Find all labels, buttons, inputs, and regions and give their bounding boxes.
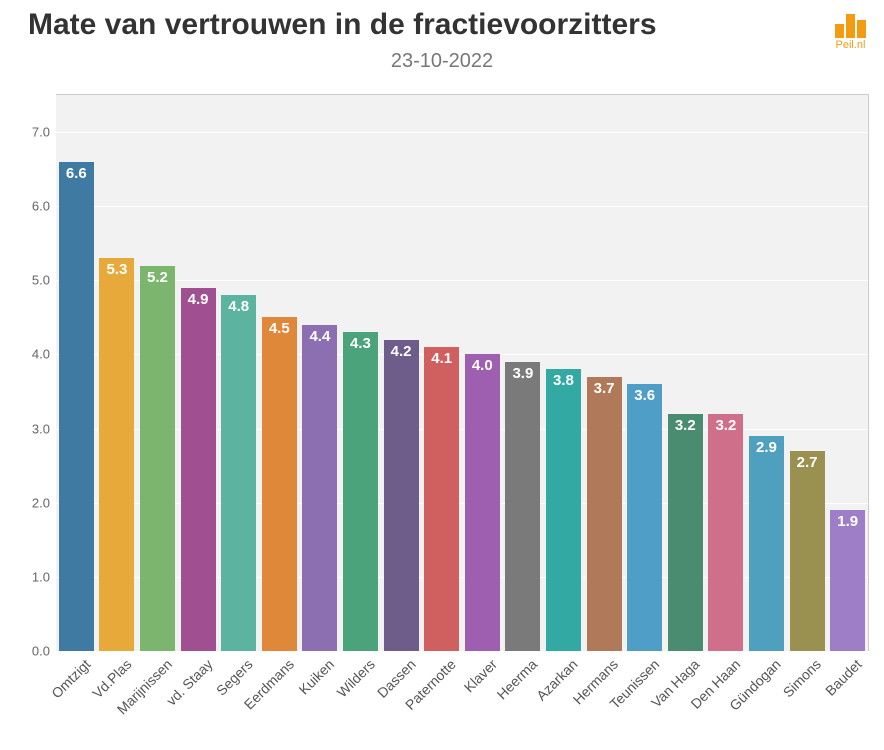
logo-text: Peil.nl <box>835 39 866 51</box>
logo: Peil.nl <box>835 10 866 51</box>
bar: 4.8 <box>221 295 256 651</box>
bar-value-label: 3.9 <box>505 365 540 382</box>
gridline <box>56 354 868 355</box>
chart-subtitle: 23-10-2022 <box>0 50 884 73</box>
gridline <box>56 280 868 281</box>
bar: 3.9 <box>505 362 540 651</box>
bar-value-label: 4.8 <box>221 298 256 315</box>
x-tick-label: Simons <box>780 656 824 700</box>
bar-value-label: 3.2 <box>668 417 703 434</box>
plot-area: 0.01.02.03.04.05.06.07.06.65.35.24.94.84… <box>56 94 869 651</box>
bar-value-label: 5.2 <box>140 269 175 286</box>
x-tick-label: Heerma <box>494 656 541 703</box>
bar: 4.4 <box>302 325 337 651</box>
y-tick-label: 5.0 <box>32 273 50 288</box>
gridline <box>56 206 868 207</box>
x-tick-label: Kuiken <box>296 656 338 698</box>
bar-value-label: 1.9 <box>830 513 865 530</box>
bar: 4.5 <box>262 317 297 651</box>
y-tick-label: 7.0 <box>32 125 50 140</box>
bar-value-label: 6.6 <box>59 165 94 182</box>
bar: 3.6 <box>627 384 662 651</box>
bar-value-label: 4.2 <box>384 343 419 360</box>
bar-value-label: 4.0 <box>465 357 500 374</box>
gridline <box>56 132 868 133</box>
y-tick-label: 0.0 <box>32 644 50 659</box>
bar-value-label: 2.7 <box>790 454 825 471</box>
bar-value-label: 4.1 <box>424 350 459 367</box>
bar: 2.9 <box>749 436 784 651</box>
bar: 6.6 <box>59 162 94 651</box>
y-tick-label: 4.0 <box>32 347 50 362</box>
bar-value-label: 5.3 <box>99 261 134 278</box>
gridline <box>56 429 868 430</box>
bar: 4.1 <box>424 347 459 651</box>
bar: 4.2 <box>384 340 419 651</box>
x-tick-label: Baudet <box>822 656 865 699</box>
bar: 4.9 <box>181 288 216 651</box>
bar: 3.7 <box>587 377 622 651</box>
gridline <box>56 503 868 504</box>
logo-bars-icon <box>835 10 866 38</box>
gridline <box>56 651 868 652</box>
bar: 2.7 <box>790 451 825 651</box>
x-tick-label: Wilders <box>333 656 377 700</box>
bar-value-label: 4.4 <box>302 328 337 345</box>
bar: 3.2 <box>708 414 743 651</box>
y-tick-label: 3.0 <box>32 421 50 436</box>
x-axis-labels: OmtzigtVd.PlasMarijnissenvd. StaaySegers… <box>56 656 868 750</box>
bar: 5.3 <box>99 258 134 651</box>
bar: 1.9 <box>830 510 865 651</box>
gridline <box>56 577 868 578</box>
bar-value-label: 3.2 <box>708 417 743 434</box>
bar-value-label: 4.3 <box>343 335 378 352</box>
y-tick-label: 1.0 <box>32 569 50 584</box>
y-tick-label: 2.0 <box>32 495 50 510</box>
bar-value-label: 2.9 <box>749 439 784 456</box>
x-tick-label: Omtzigt <box>48 656 93 701</box>
bar: 4.3 <box>343 332 378 651</box>
page: Mate van vertrouwen in de fractievoorzit… <box>0 0 884 750</box>
bar-value-label: 4.5 <box>262 320 297 337</box>
chart-title: Mate van vertrouwen in de fractievoorzit… <box>28 8 657 42</box>
bar-value-label: 4.9 <box>181 291 216 308</box>
bar-value-label: 3.6 <box>627 387 662 404</box>
y-tick-label: 6.0 <box>32 199 50 214</box>
bar: 5.2 <box>140 266 175 651</box>
bar: 3.2 <box>668 414 703 651</box>
bar: 3.8 <box>546 369 581 651</box>
bar-value-label: 3.8 <box>546 372 581 389</box>
bar: 4.0 <box>465 354 500 651</box>
bar-value-label: 3.7 <box>587 380 622 397</box>
